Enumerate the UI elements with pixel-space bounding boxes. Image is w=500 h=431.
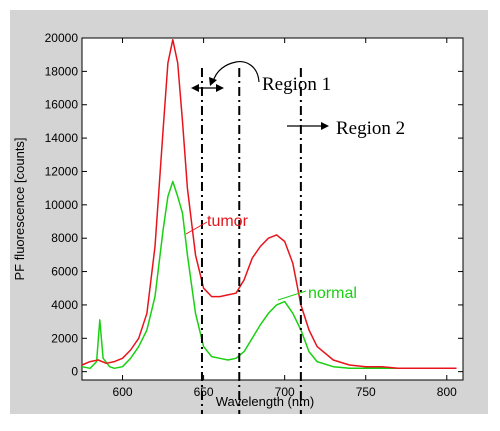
x-axis-label: Wavelength (nm): [216, 394, 315, 409]
series-layer: [81, 38, 457, 370]
y-axis-label: PF fluorescence [counts]: [12, 137, 27, 280]
x-tick-label: 600: [113, 385, 133, 399]
region-1-label: Region 1: [262, 74, 331, 95]
x-tick-label: 800: [437, 385, 457, 399]
plot-area: [81, 37, 464, 381]
series-line-tumor: [81, 38, 457, 370]
x-axis-ticks: 600 650 700 750 800: [113, 38, 457, 399]
tumor-pointer: [185, 221, 208, 235]
y-axis-ticks: 0 2000 4000 6000 8000 10000 12000 14000 16000 180…: [45, 31, 463, 379]
region-1-arrowhead-right: [216, 84, 224, 92]
normal-pointer: [277, 290, 307, 301]
region-2-annotation: Region 2: [287, 118, 405, 139]
series-line-normal: [81, 180, 457, 370]
y-tick-label: 6000: [51, 265, 78, 279]
y-tick-label: 16000: [45, 98, 79, 112]
y-tick-label: 14000: [45, 131, 79, 145]
region-2-arrowhead: [321, 122, 329, 130]
y-tick-label: 20000: [45, 31, 79, 45]
y-tick-label: 8000: [51, 231, 78, 245]
x-tick-label: 700: [275, 385, 295, 399]
y-tick-label: 12000: [45, 164, 79, 178]
tumor-annotation: tumor: [185, 213, 249, 235]
y-tick-label: 4000: [51, 298, 78, 312]
normal-label: normal: [308, 285, 357, 302]
region-1-curved-pointer: [212, 61, 260, 83]
tumor-label: tumor: [207, 213, 249, 230]
y-tick-label: 0: [71, 365, 78, 379]
normal-annotation: normal: [277, 285, 357, 302]
y-tick-label: 10000: [45, 198, 79, 212]
region-1-pointer-head: [209, 77, 217, 86]
region-1-arrowhead-left: [191, 84, 199, 92]
x-tick-label: 650: [194, 385, 214, 399]
x-tick-label: 750: [356, 385, 376, 399]
y-tick-label: 18000: [45, 64, 79, 78]
region-2-label: Region 2: [336, 118, 405, 139]
y-tick-label: 2000: [51, 331, 78, 345]
region-1-annotation: Region 1: [191, 61, 331, 95]
